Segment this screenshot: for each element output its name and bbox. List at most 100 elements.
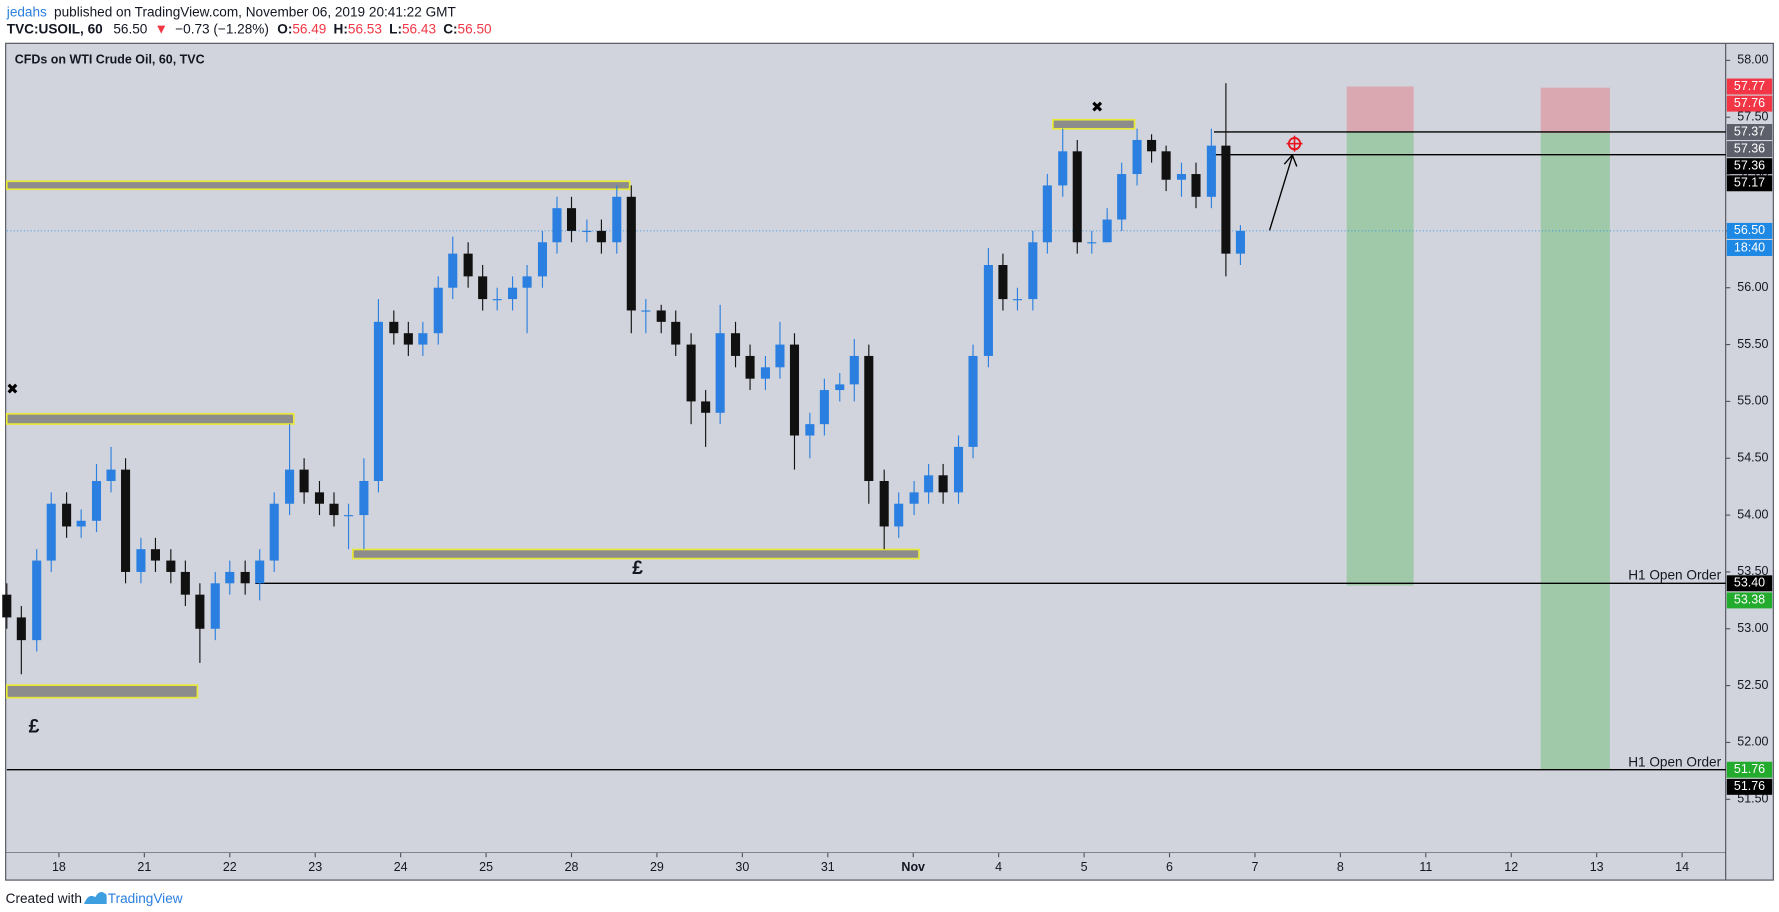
candle-body xyxy=(46,503,56,561)
candle-body xyxy=(343,515,354,517)
ohlc-key: C: xyxy=(443,21,457,36)
candle-body xyxy=(1012,299,1022,301)
candle-body xyxy=(403,333,413,345)
axes: 51.50 52.00 52.50 53.00 53.50 54.00 54.50 55.00… xyxy=(52,53,1773,874)
ohlc-value: 56.49 xyxy=(292,21,326,36)
candle-body xyxy=(537,242,547,277)
candle-body xyxy=(879,480,889,527)
x-tick-label: 28 xyxy=(565,860,579,874)
candle-body xyxy=(1235,230,1245,254)
level-label: H1 Open Order xyxy=(1628,567,1721,582)
candle-body xyxy=(389,321,399,334)
supply-zone xyxy=(5,180,631,191)
last-price: 56.50 xyxy=(113,21,147,36)
cross-mark: ✖ xyxy=(1091,100,1103,116)
candle-body xyxy=(1028,242,1038,300)
x-tick-label: 21 xyxy=(137,860,151,874)
candle-body xyxy=(953,446,964,493)
candle-body xyxy=(968,355,978,447)
price-badge-label: 57.37 xyxy=(1734,124,1765,138)
y-tick-label: 55.00 xyxy=(1737,394,1768,408)
price-badge xyxy=(1726,141,1773,158)
candle-body xyxy=(715,333,725,413)
candle-body xyxy=(998,264,1008,300)
price-badge xyxy=(1726,592,1773,609)
candle-body xyxy=(983,264,993,356)
tradingview-logo[interactable]: TradingView xyxy=(83,891,183,906)
countdown-badge xyxy=(1726,240,1773,256)
candle-body xyxy=(314,492,325,504)
candle-body xyxy=(849,355,859,385)
y-tick-label: 57.50 xyxy=(1737,109,1768,123)
candle-body xyxy=(255,560,265,584)
ohlc-value: 56.43 xyxy=(402,21,436,36)
x-tick-label: 14 xyxy=(1675,860,1689,874)
candle-body xyxy=(508,287,518,300)
y-tick-label: 52.00 xyxy=(1737,735,1768,749)
candle-body xyxy=(1221,145,1231,254)
candle-body xyxy=(478,276,488,300)
price-badge-label: 56.50 xyxy=(1734,223,1765,237)
x-tick-label: 22 xyxy=(223,860,237,874)
ohlc-key: L: xyxy=(389,21,402,36)
candle-body xyxy=(1058,151,1068,186)
symbol-line: TVC:USOIL, 60 56.50 ▼ −0.73 (−1.28%) O:5… xyxy=(7,21,492,36)
x-tick-label: 25 xyxy=(479,860,493,874)
candle-body xyxy=(1072,151,1082,243)
supply-zone xyxy=(1052,118,1136,130)
candle-body xyxy=(1147,139,1157,152)
x-tick-label: 31 xyxy=(821,860,835,874)
candle-body xyxy=(745,355,755,379)
candle-body xyxy=(1102,219,1112,243)
candle-body xyxy=(612,196,622,243)
demand-zone xyxy=(351,548,920,560)
publisher[interactable]: jedahs xyxy=(6,4,47,19)
price-badge xyxy=(1726,95,1773,112)
y-tick-label: 52.50 xyxy=(1737,678,1768,692)
candle-body xyxy=(775,344,785,368)
level-label: H1 Open Order xyxy=(1628,754,1721,769)
x-tick-label: 7 xyxy=(1251,860,1258,874)
candle-body xyxy=(1176,174,1187,180)
candle-body xyxy=(760,367,770,379)
candle-body xyxy=(1087,242,1097,244)
price-badge xyxy=(1726,222,1773,239)
position-zone xyxy=(1540,87,1610,134)
candle-body xyxy=(596,230,606,243)
arrow-head xyxy=(1283,153,1298,167)
candle-body xyxy=(1161,151,1171,180)
ohlc-value: 56.53 xyxy=(348,21,382,36)
y-tick-label: 55.50 xyxy=(1737,337,1768,351)
candle-body xyxy=(566,208,577,231)
change: −0.73 (−1.28%) xyxy=(175,21,269,36)
candle-body xyxy=(1042,185,1052,243)
candle-body xyxy=(1191,174,1201,197)
candle-body xyxy=(433,287,443,334)
published: published on TradingView.com, November 0… xyxy=(54,4,456,19)
x-tick-label: 18 xyxy=(52,860,66,874)
price-badge-label: 51.76 xyxy=(1734,779,1765,793)
footer-created: Created with xyxy=(6,891,82,906)
ohlc-key: H: xyxy=(334,21,348,36)
y-tick-label: 54.50 xyxy=(1737,451,1768,465)
y-tick-label: 54.00 xyxy=(1737,507,1768,521)
footer-brand[interactable]: TradingView xyxy=(108,891,183,906)
candle-body xyxy=(240,571,250,584)
arrow xyxy=(1268,155,1293,231)
pound-sign: £ xyxy=(632,558,643,579)
candle-body xyxy=(686,344,696,402)
x-tick-label: 6 xyxy=(1166,860,1173,874)
candle-body xyxy=(789,344,800,436)
candle-body xyxy=(1132,139,1142,175)
header-line: jedahs published on TradingView.com, Nov… xyxy=(6,4,457,19)
chart-title: CFDs on WTI Crude Oil, 60, TVC xyxy=(15,53,205,67)
level-lines xyxy=(6,131,1726,771)
candle-body xyxy=(285,469,295,504)
price-badge xyxy=(1726,778,1773,795)
candle-body xyxy=(1206,145,1216,197)
countdown: 18:40 xyxy=(1734,240,1765,254)
x-tick-label: 13 xyxy=(1590,860,1604,874)
candle-body xyxy=(180,571,190,595)
